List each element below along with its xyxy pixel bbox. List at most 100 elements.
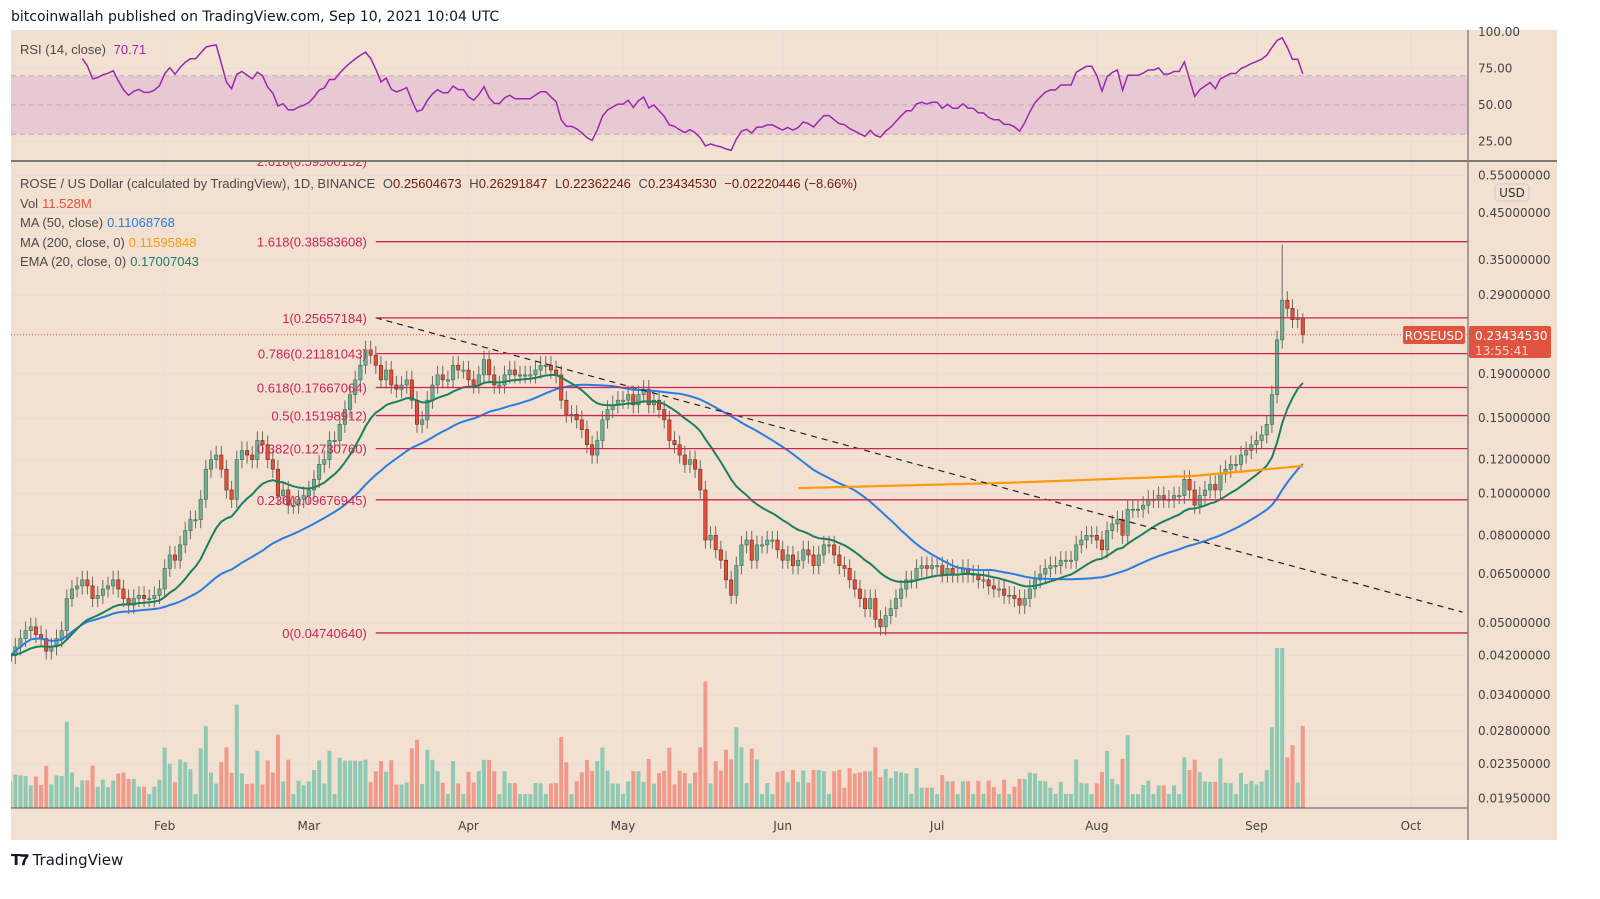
volume-bar <box>837 769 842 808</box>
candle <box>770 530 775 549</box>
ema20-label: EMA (20, close, 0) <box>20 254 127 270</box>
volume-bar <box>183 762 188 808</box>
volume-bar <box>1125 735 1130 808</box>
volume-bar <box>857 772 862 808</box>
candle-body-up <box>708 534 713 541</box>
volume-bar <box>13 774 18 808</box>
candle-body-up <box>945 568 950 575</box>
candle <box>811 545 816 575</box>
candle <box>234 450 239 508</box>
candle <box>790 545 795 575</box>
volume-bar <box>1233 794 1238 808</box>
volume-bar <box>178 759 183 808</box>
price-pane[interactable]: 2.618(0.59500152) 1.618(0.38583608) 1(0.25… <box>8 154 1468 670</box>
candle <box>348 385 353 419</box>
candle-body-up <box>1177 495 1182 498</box>
candle-body-down <box>878 619 883 628</box>
candle-body-up <box>785 554 790 561</box>
candle <box>888 599 893 625</box>
candle-body-down <box>492 374 497 386</box>
tradingview-logo[interactable]: T𝟕 TradingView <box>11 851 123 869</box>
candle-body-up <box>888 608 893 616</box>
volume-bar <box>832 771 837 808</box>
usd-badge[interactable]: USD <box>1494 183 1530 202</box>
candle <box>991 576 996 598</box>
candle-body-up <box>533 369 538 376</box>
volume-bar <box>1053 794 1058 808</box>
candle <box>1233 455 1238 473</box>
candle-body-up <box>111 579 116 587</box>
candle <box>929 556 934 577</box>
rsi-line <box>81 36 1304 152</box>
candle <box>265 435 270 469</box>
candle <box>260 431 265 454</box>
candle-body-up <box>445 379 450 382</box>
candle-body-up <box>255 440 260 460</box>
candle-body-down <box>584 429 589 446</box>
candle-body-down <box>811 554 816 566</box>
candle <box>893 589 898 618</box>
volume-bar <box>600 747 605 808</box>
rsi-legend[interactable]: RSI (14, close) 70.71 <box>20 42 150 57</box>
volume-bar <box>543 794 548 808</box>
candle-body-down <box>414 399 419 425</box>
volume-bar <box>919 787 924 808</box>
volume-bar <box>1105 750 1110 808</box>
candle-body-down <box>85 579 90 587</box>
candle-body-up <box>1156 495 1161 500</box>
candle <box>765 530 770 554</box>
candle-body-down <box>847 568 852 581</box>
candle-body-up <box>209 459 214 470</box>
candle-body-up <box>1218 473 1223 491</box>
volume-bar <box>260 784 265 808</box>
volume-bar <box>899 772 904 808</box>
volume-bar <box>229 772 234 808</box>
axes[interactable]: Feb Mar Apr May Jun Jul Aug Sep Oct 0.55000000 0.4… <box>154 25 1551 833</box>
volume-bar <box>930 787 934 808</box>
volume-bar <box>1043 781 1048 808</box>
candle-body-up <box>198 499 203 520</box>
candle-body-down <box>1017 598 1022 606</box>
ma50-row: MA (50, close) 0.11068768 <box>20 213 861 233</box>
volume-bar <box>100 779 105 808</box>
candle <box>1290 299 1295 329</box>
price-tick-label: 0.01950000 <box>1478 792 1551 806</box>
candle <box>1249 435 1254 460</box>
candle-body-up <box>1264 424 1269 436</box>
candle-body-down <box>471 379 476 386</box>
candle-body-up <box>1202 489 1207 496</box>
candle <box>543 356 548 374</box>
candle <box>842 556 847 577</box>
rsi-legend-label: RSI (14, close) <box>20 42 106 57</box>
candle-body-up <box>281 489 286 496</box>
volume-bar <box>574 781 579 808</box>
volume-bar <box>1239 772 1243 808</box>
volume-bar <box>157 779 162 808</box>
volume-bar <box>435 771 440 808</box>
volume-bar <box>219 762 224 808</box>
candle-body-down <box>780 549 785 561</box>
price-tick-label: 0.08000000 <box>1478 528 1551 542</box>
volume-bar <box>1161 785 1166 808</box>
main-legend[interactable]: ROSE / US Dollar (calculated by TradingV… <box>20 174 861 272</box>
candle-body-up <box>1239 454 1244 465</box>
rsi-pane[interactable] <box>11 36 1468 152</box>
candle-body-down <box>172 554 177 561</box>
candle-body-up <box>311 478 316 491</box>
volume-bar <box>1202 781 1207 808</box>
candle <box>595 431 600 464</box>
candle <box>389 360 394 394</box>
candle <box>1074 535 1079 569</box>
candle <box>1089 526 1094 544</box>
candle-body-down <box>409 379 414 401</box>
volume-bar <box>868 771 873 808</box>
volume-bar <box>270 772 275 808</box>
candle-body-up <box>301 495 306 500</box>
symbol-title: ROSE / US Dollar (calculated by TradingV… <box>20 176 376 191</box>
candle-body-down <box>590 444 595 456</box>
candle-body-up <box>1105 530 1110 551</box>
candle-body-up <box>919 565 924 569</box>
candle <box>533 360 538 384</box>
volume-bar <box>1115 784 1120 808</box>
